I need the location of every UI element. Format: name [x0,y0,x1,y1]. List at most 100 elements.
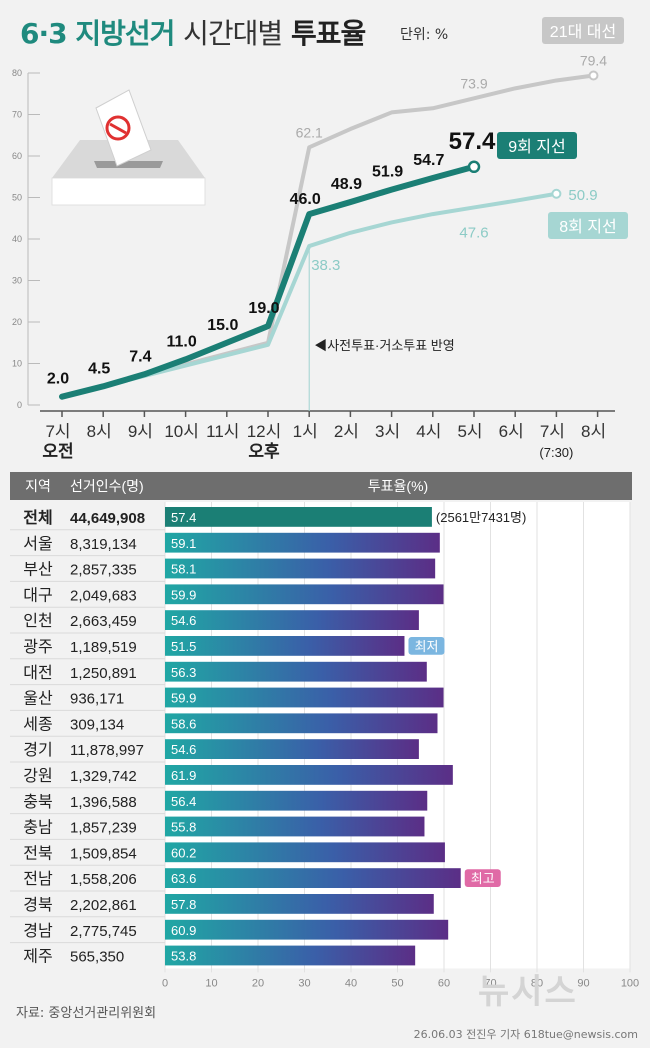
x-tick-label: 9시 [128,422,153,441]
bar [165,739,419,759]
header: 6·3 지방선거 시간대별 투표율 단위: % [0,0,650,62]
x-tick-label: 10시 [164,422,199,441]
y-tick-label: 50 [12,193,22,203]
row-voters: 565,350 [70,949,124,966]
x-tick-label: 40 [345,977,357,989]
bar [165,945,416,966]
newsis-watermark: 뉴시스 [478,972,578,1012]
x-tick-label: 0 [162,977,168,989]
prevote-annotation: ◀사전투표·거소투표 반영 [314,338,455,353]
bar [165,842,445,863]
bar [165,687,444,708]
ballot-stamp-mark [109,122,127,135]
title-sub: 시간대별 [183,17,283,50]
x-tick-label: 4시 [416,422,441,441]
legend-21-presidential-bg [542,17,624,44]
x-tick-label: 12시 [247,422,282,441]
table-row: 대구 2,049,683 59.9 [10,580,444,604]
bar [165,507,432,527]
bar [165,894,434,914]
bar-value-label: 54.6 [171,742,196,757]
row-region: 충북 [23,793,52,811]
series-line-9th-local [59,163,477,400]
row-region: 울산 [23,690,53,708]
bar-value-label: 58.1 [171,562,196,577]
row-voters: 2,663,459 [70,613,137,630]
data-label-21-presidential: 79.4 [580,52,607,68]
x-tick-label: 30 [298,977,310,989]
bar [165,661,427,682]
series-end-point [467,160,481,174]
row-region: 전북 [23,844,52,862]
row-region: 부산 [23,561,53,579]
bar-value-label: 59.1 [171,536,196,551]
bar-value-label: 51.5 [171,639,196,654]
bar-value-label: 63.6 [171,871,196,886]
table-row: 강원 1,329,742 61.9 [10,761,453,785]
row-voters: 1,250,891 [70,665,137,682]
x-tick-label: 7시 [540,422,565,441]
legend-8th-local: 8회 지선 [559,218,617,236]
y-tick-label: 10 [12,359,22,369]
title-end: 투표율 [290,17,366,50]
table-row: 충북 1,396,588 56.4 [10,787,428,811]
bar-value-label: 55.8 [171,820,196,835]
table-row: 전체 44,649,908 57.4 (2561만7431명) [23,507,526,527]
bar [165,765,453,785]
x-tick-label: 5시 [457,422,482,441]
ballot-paper [95,89,152,167]
row-region: 충남 [23,819,53,837]
data-label-9th-local: 4.5 [88,360,110,377]
row-voters: 8,319,134 [70,536,137,553]
header-voters: 선거인수(명) [70,478,144,494]
row-voters: 1,329,742 [70,768,137,785]
table-row: 서울 8,319,134 59.1 [10,529,440,553]
bar [165,558,436,579]
x-sub-label: 오전 [42,442,73,461]
table-row: 인천 2,663,459 54.6 [10,606,419,630]
table-row: 전북 1,509,854 60.2 [10,838,445,863]
x-tick-label: 20 [252,977,264,989]
row-voters: 1,857,239 [70,820,137,837]
row-region: 대전 [23,664,52,682]
x-tick-label: 60 [438,977,450,989]
title-number: 6·3 [20,17,68,50]
row-region: 경남 [23,922,53,940]
series-line-21-presidential [61,73,594,399]
data-label-8th-local: 38.3 [311,257,340,274]
y-tick-label: 60 [12,151,22,161]
row-voters: 2,775,745 [70,923,137,940]
badge-label: 최저 [415,639,439,654]
table-row: 대전 1,250,891 56.3 [10,658,427,682]
x-tick-label: 11시 [206,422,239,441]
series-line-8th-local [61,191,557,399]
y-tick-label: 0 [17,400,22,410]
x-tick-label: 2시 [334,422,359,441]
table-header-bg [10,472,632,500]
bar-value-label: 57.8 [171,897,196,912]
ballot-stamp-icon [105,115,131,141]
series-end-point [551,188,562,199]
legend-9th-local-bg [497,132,577,159]
table-row: 제주 565,350 53.8 [10,942,416,966]
y-tick-label: 80 [12,68,22,78]
row-region: 전체 [23,509,52,527]
bar-value-label: 61.9 [171,768,196,783]
row-region: 서울 [23,535,52,553]
table-row: 부산 2,857,335 58.1 [10,555,436,579]
badge-bg [408,637,445,655]
header-turnout: 투표율(%) [368,478,428,494]
row-region: 광주 [23,638,52,656]
x-tick-label: 7시 [45,422,70,441]
row-region: 세종 [23,715,52,733]
data-label-9th-local: 11.0 [166,333,196,350]
badge-bg [464,869,501,887]
row-voters: 44,649,908 [70,510,145,527]
row-voters: 936,171 [70,691,124,708]
data-label-9th-local: 51.9 [372,164,403,181]
total-count-note: (2561만7431명) [436,510,526,525]
data-label-9th-local: 46.0 [290,191,321,208]
data-label-21-presidential: 62.1 [296,124,323,140]
bar-value-label: 54.6 [171,613,196,628]
badge-label: 최고 [471,871,495,886]
